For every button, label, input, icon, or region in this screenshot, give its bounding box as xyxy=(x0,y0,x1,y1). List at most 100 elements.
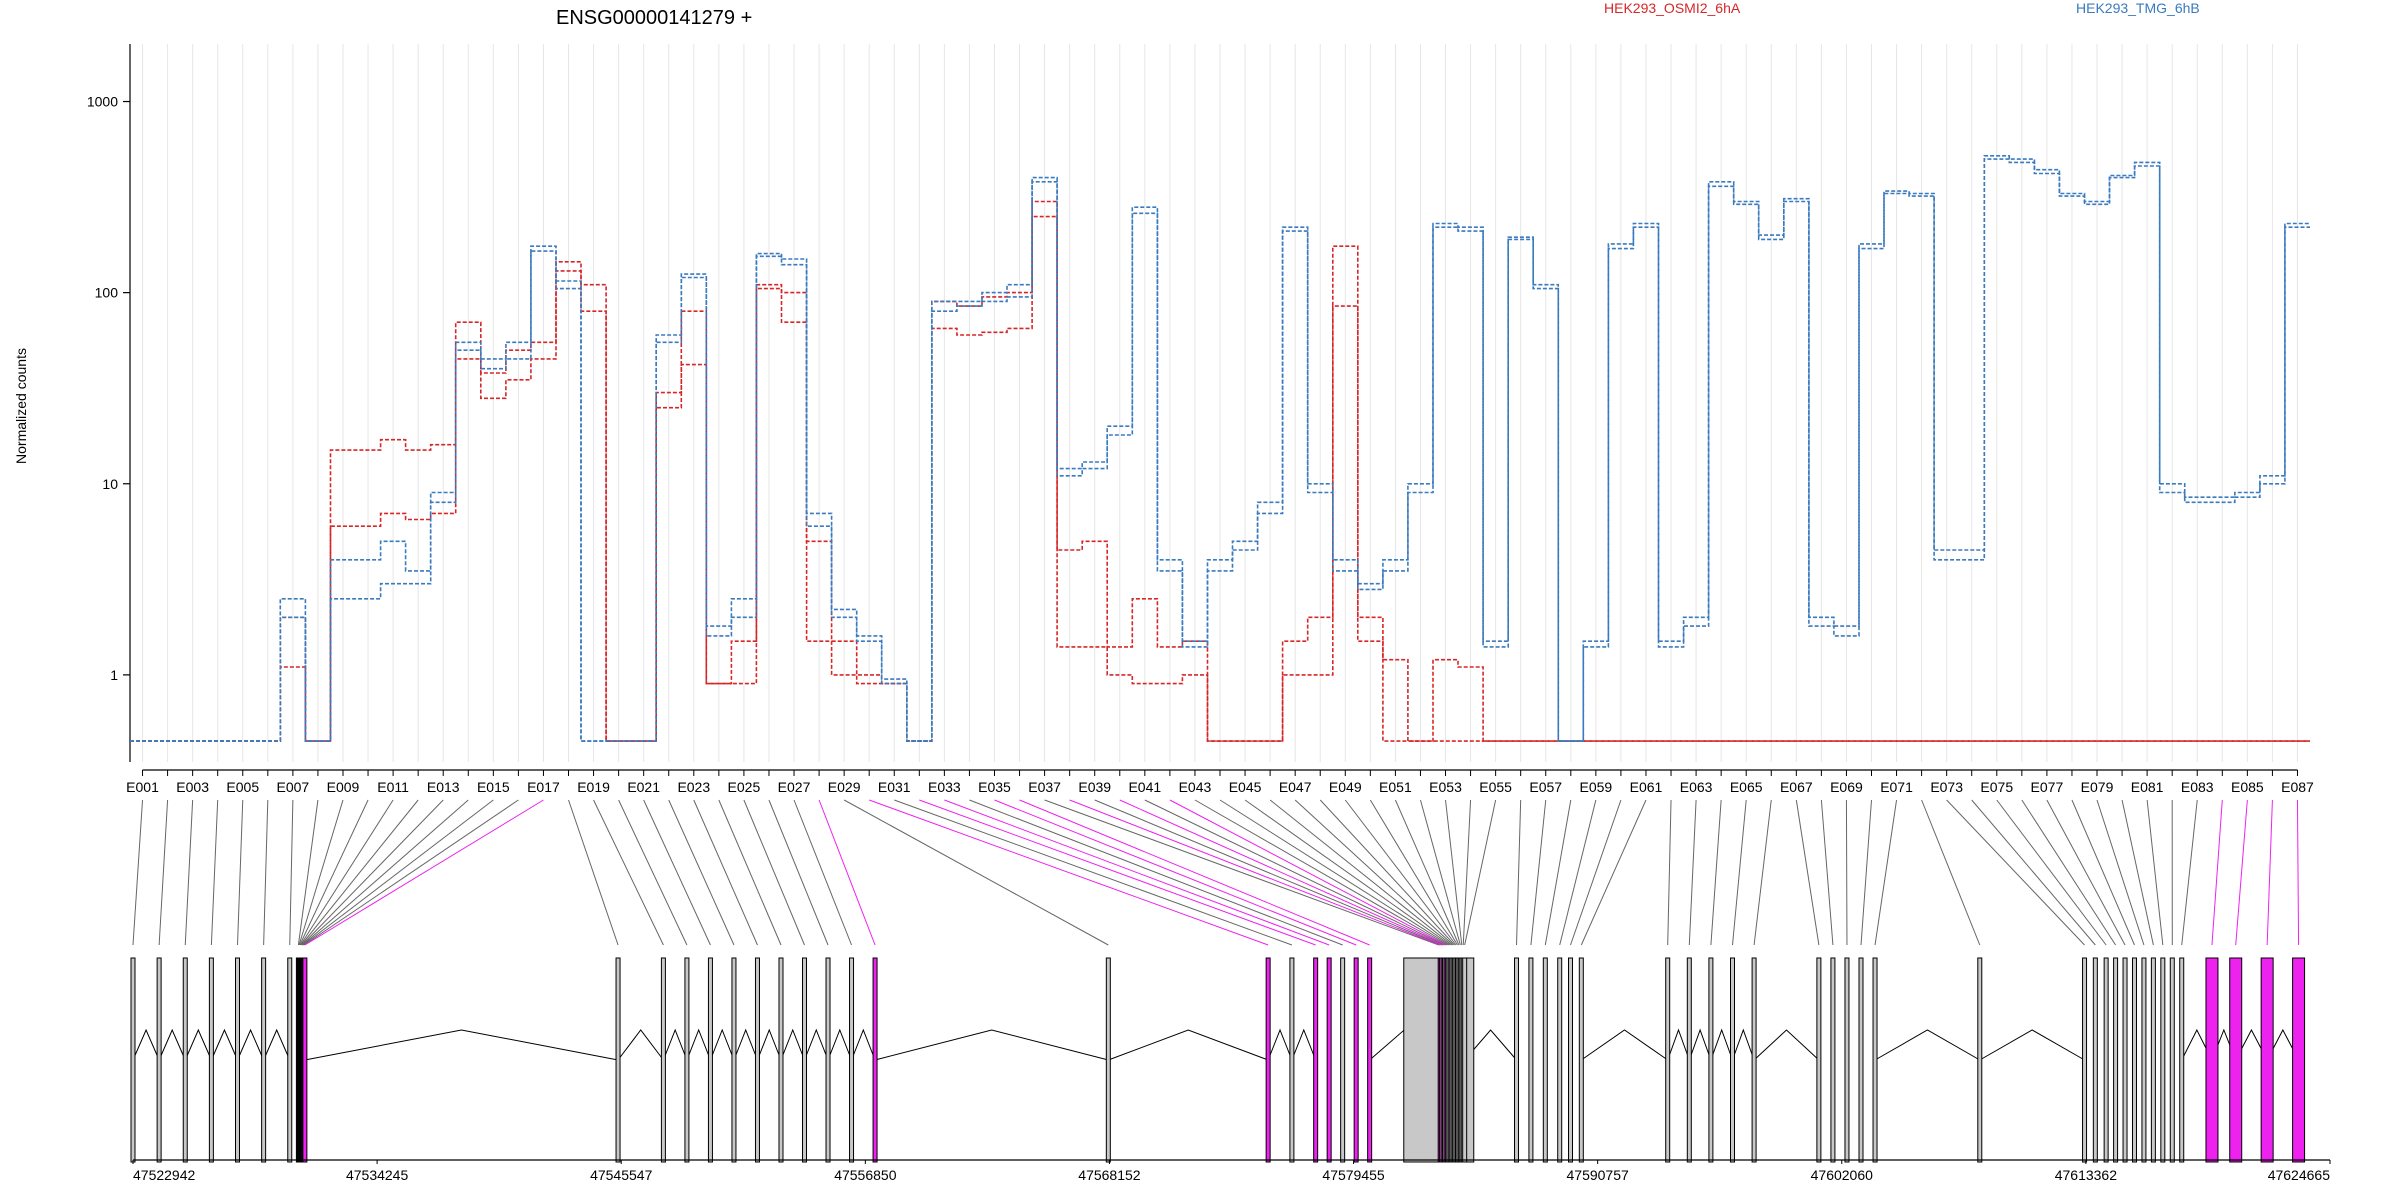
exon-connector xyxy=(2211,799,2223,946)
series-line xyxy=(130,215,2310,742)
exon-connector xyxy=(843,799,1109,946)
intron-line xyxy=(709,1028,735,1061)
exon-connector xyxy=(1144,799,1445,946)
exon-box xyxy=(1708,957,1714,1163)
exon-connector xyxy=(298,799,344,946)
x-tick-label: E077 xyxy=(2031,779,2064,795)
vertical-grid xyxy=(142,44,2298,762)
x-tick-label: E057 xyxy=(1529,779,1562,795)
exon-connector xyxy=(1044,799,1439,946)
x-tick-label: E019 xyxy=(577,779,610,795)
exon-connector xyxy=(2096,799,2145,946)
exon-connector xyxy=(818,799,876,946)
exon-connector xyxy=(2071,799,2135,946)
exon-connector xyxy=(1860,799,1872,946)
x-tick-label: E069 xyxy=(1830,779,1863,795)
x-tick-label: E045 xyxy=(1229,779,1262,795)
exon-connector xyxy=(1094,799,1442,946)
genomic-tick-label: 47590757 xyxy=(1567,1167,1630,1183)
exon-box xyxy=(1289,957,1295,1163)
exon-connector xyxy=(618,799,688,946)
exon-box xyxy=(2150,957,2156,1163)
exon-box xyxy=(1858,957,1864,1163)
exon-box xyxy=(802,957,808,1163)
exon-connector xyxy=(158,799,169,946)
exon-connector xyxy=(300,799,394,946)
exon-box xyxy=(2131,957,2137,1163)
exon-connector xyxy=(793,799,853,946)
exon-box xyxy=(1751,957,1757,1163)
exon-connector xyxy=(1530,799,1547,946)
intron-line xyxy=(1688,1028,1712,1061)
intron-line xyxy=(1732,1028,1755,1061)
intron-line xyxy=(1874,1029,1981,1061)
exon-connector xyxy=(237,799,244,946)
exon-connector xyxy=(1753,799,1772,946)
x-tick-label: E055 xyxy=(1479,779,1512,795)
genomic-tick-label: 47522942 xyxy=(133,1167,196,1183)
exon-connector xyxy=(1946,799,2085,946)
exon-connector xyxy=(210,799,219,946)
x-tick-label: E061 xyxy=(1630,779,1663,795)
y-axis-label: Normalized counts xyxy=(13,348,29,464)
exon-box xyxy=(1340,957,1346,1163)
x-tick-label: E053 xyxy=(1429,779,1462,795)
x-tick-label: E071 xyxy=(1880,779,1913,795)
exon-box xyxy=(684,957,690,1163)
intron-line xyxy=(662,1028,688,1061)
x-tick-label: E027 xyxy=(778,779,811,795)
x-tick-label: E005 xyxy=(226,779,259,795)
exon-box xyxy=(130,957,136,1163)
exon-box xyxy=(1977,957,1983,1163)
x-tick-label: E047 xyxy=(1279,779,1312,795)
intron-line xyxy=(210,1028,238,1061)
exon-connector xyxy=(969,799,1343,946)
x-tick-label: E013 xyxy=(427,779,460,795)
exon-connector xyxy=(1516,799,1522,946)
x-tick-label: E087 xyxy=(2281,779,2314,795)
exon-box xyxy=(2205,957,2219,1163)
exon-connectors xyxy=(132,799,2300,946)
exon-box xyxy=(1844,957,1850,1163)
x-tick-label: E007 xyxy=(277,779,310,795)
x-tick-label: E011 xyxy=(377,779,409,795)
x-tick-label: E051 xyxy=(1379,779,1412,795)
exon-box xyxy=(615,957,621,1163)
x-tick-label: E079 xyxy=(2081,779,2114,795)
intron-line xyxy=(1667,1028,1690,1061)
x-tick-label: E009 xyxy=(327,779,360,795)
x-tick-label: E067 xyxy=(1780,779,1813,795)
exon-connector xyxy=(300,799,419,946)
x-tick-label: E059 xyxy=(1580,779,1613,795)
exon-connector xyxy=(593,799,664,946)
exon-connector xyxy=(1688,799,1697,946)
exon-box xyxy=(261,957,267,1163)
intron-line xyxy=(686,1028,711,1061)
exon-connector xyxy=(1464,799,1497,946)
x-tick-label: E073 xyxy=(1930,779,1963,795)
exon-connector xyxy=(132,799,144,946)
chart-title: ENSG00000141279 + xyxy=(556,7,752,29)
exon-connector xyxy=(944,799,1330,946)
y-tick-label: 1000 xyxy=(87,94,118,110)
exon-box xyxy=(1542,957,1548,1163)
x-tick-label: E029 xyxy=(828,779,861,795)
x-tick-label: E063 xyxy=(1680,779,1713,795)
exon-connector xyxy=(718,799,782,946)
x-tick-label: E031 xyxy=(878,779,911,795)
exon-box xyxy=(1872,957,1878,1163)
exon-box xyxy=(1729,957,1735,1163)
exon-box xyxy=(660,957,666,1163)
exon-connector xyxy=(2021,799,2117,946)
x-tick-label: E033 xyxy=(928,779,961,795)
intron-line xyxy=(1581,1029,1668,1061)
exon-connector xyxy=(894,799,1293,946)
x-tick-label: E081 xyxy=(2131,779,2164,795)
intron-line xyxy=(1753,1029,1820,1061)
exon-box xyxy=(2092,957,2098,1163)
genomic-tick-label: 47568152 xyxy=(1078,1167,1141,1183)
exon-box xyxy=(1568,957,1574,1163)
exon-connector xyxy=(1921,799,1981,946)
exon-box xyxy=(2103,957,2109,1163)
x-tick-label: E015 xyxy=(477,779,510,795)
